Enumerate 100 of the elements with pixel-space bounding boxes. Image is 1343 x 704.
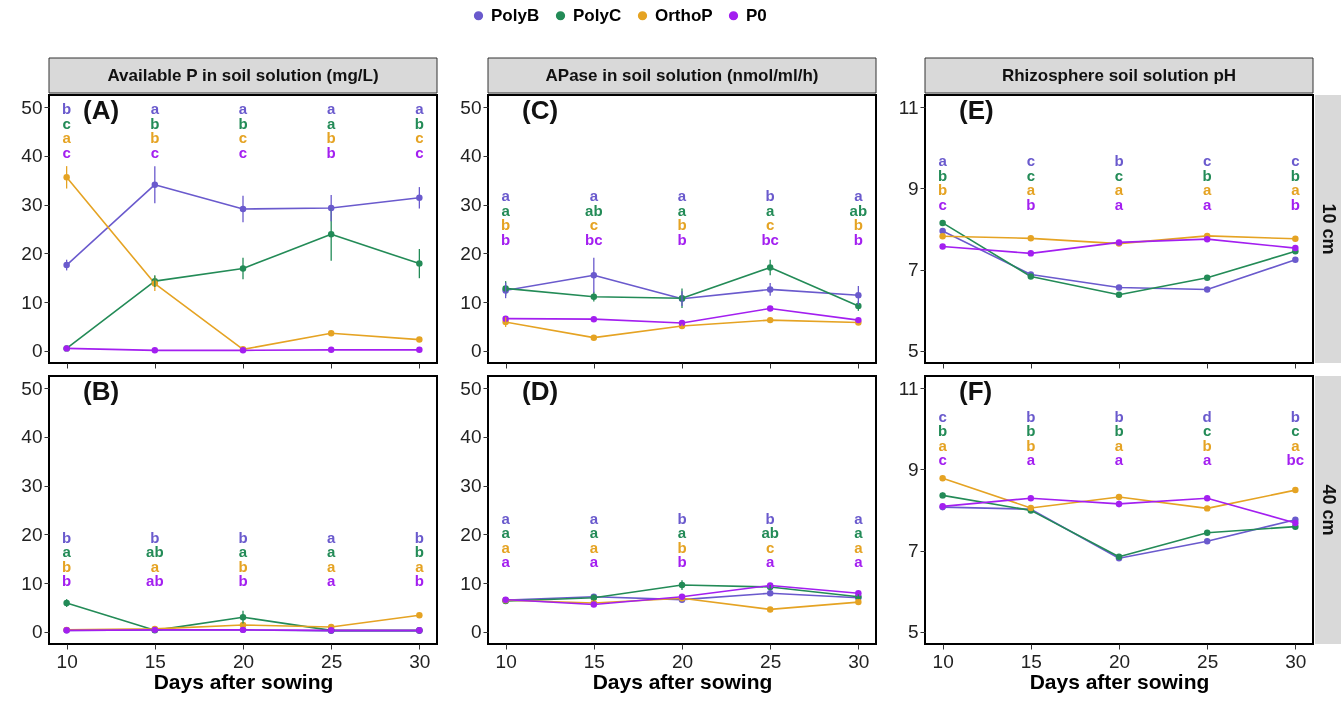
x-tick-label: 10 (56, 650, 78, 672)
annotation: b (414, 572, 424, 590)
y-tick-label: 20 (460, 523, 482, 545)
y-tick-label: 30 (460, 475, 482, 497)
annotation: a (62, 129, 72, 146)
annotation: c (415, 129, 424, 146)
y2-axis-title: 10 cm (1319, 203, 1339, 255)
y-tick-label: 40 (21, 145, 43, 167)
annotation: c (238, 143, 248, 161)
annotation: a (150, 100, 160, 117)
y-tick-label: 50 (21, 96, 43, 118)
x-tick-label: 25 (1197, 650, 1219, 672)
y-tick-label: 0 (31, 340, 43, 362)
annotation: (D) (522, 376, 559, 406)
y-tick-label: 50 (460, 377, 482, 399)
x-tick-label: 25 (760, 650, 782, 672)
x-tick-label: 10 (495, 650, 517, 672)
annotation: b (150, 129, 160, 146)
y-tick-label: 7 (907, 259, 919, 281)
annotation: b (414, 528, 424, 546)
chart-title: APase in soil solution (nmol/ml/h) (545, 66, 819, 85)
annotation: a (1203, 451, 1213, 469)
annotation: a (238, 100, 248, 117)
chart-title: Available P in soil solution (mg/L) (107, 66, 379, 85)
annotation: b (1026, 407, 1036, 425)
x-axis-title: Days after sowing (1029, 669, 1210, 693)
annotation: (F) (959, 376, 993, 406)
y-tick-label: 0 (470, 340, 482, 362)
y2-axis-title: 40 cm (1319, 484, 1339, 536)
annotation: a (589, 509, 599, 527)
annotation: b (1114, 407, 1124, 425)
y-tick-label: 10 (21, 291, 43, 313)
annotation: b (238, 572, 248, 590)
y-tick-label: 10 (21, 572, 43, 594)
x-tick-label: 20 (1108, 650, 1131, 672)
annotation: (C) (522, 95, 559, 125)
annotation: b (1290, 407, 1300, 425)
chart-title: Rhizosphere soil solution pH (1001, 66, 1237, 85)
y-tick-label: 20 (460, 242, 482, 264)
x-tick-label: 15 (583, 650, 605, 672)
y-tick-label: 20 (21, 242, 43, 264)
y-tick-label: 30 (21, 194, 43, 216)
annotation: a (501, 509, 511, 527)
y-tick-label: 30 (21, 475, 43, 497)
annotation: a (589, 553, 599, 571)
y-tick-label: 11 (898, 377, 919, 399)
annotation: (B) (83, 376, 120, 406)
y-tick-label: 30 (460, 194, 482, 216)
annotation: b (238, 114, 248, 132)
annotation: b (238, 528, 248, 546)
x-tick-label: 25 (321, 650, 343, 672)
annotation: a (854, 553, 864, 571)
legend-label: OrthoP (655, 5, 713, 25)
x-tick-label: 20 (232, 650, 255, 672)
y-tick-label: 50 (460, 96, 482, 118)
legend-label: PolyB (491, 5, 540, 25)
annotation: c (415, 143, 424, 161)
annotation: a (854, 509, 864, 527)
x-tick-label: 10 (932, 650, 954, 672)
annotation: a (327, 572, 337, 590)
annotation: (A) (83, 95, 120, 125)
annotation: b (326, 143, 336, 161)
y-tick-label: 40 (460, 145, 482, 167)
y-tick-label: 7 (907, 540, 919, 562)
y-tick-label: 5 (907, 621, 919, 643)
annotation: a (501, 553, 511, 571)
y-tick-label: 0 (470, 621, 482, 643)
annotation: a (1026, 451, 1036, 469)
annotation: a (327, 528, 337, 546)
legend-label: P0 (746, 5, 767, 25)
x-tick-label: 15 (144, 650, 166, 672)
y-tick-label: 0 (31, 621, 43, 643)
annotation: ab (146, 572, 164, 590)
annotation: b (62, 572, 72, 590)
x-tick-label: 30 (409, 650, 431, 672)
annotation: b (414, 114, 424, 132)
x-tick-label: 15 (1020, 650, 1042, 672)
annotation: b (326, 129, 336, 146)
x-tick-label: 30 (848, 650, 870, 672)
annotation: c (238, 129, 248, 146)
annotation: a (327, 114, 337, 132)
x-tick-label: 20 (671, 650, 694, 672)
annotation: (E) (959, 95, 994, 125)
annotation: c (62, 143, 71, 161)
y-tick-label: 5 (907, 340, 919, 362)
annotation: d (1202, 407, 1212, 425)
legend-label: PolyC (573, 5, 622, 25)
x-tick-label: 30 (1285, 650, 1307, 672)
annotation: b (62, 528, 72, 546)
y-tick-label: 9 (907, 458, 919, 480)
y-tick-label: 9 (907, 177, 919, 199)
y-tick-label: 10 (460, 572, 482, 594)
y-tick-label: 50 (21, 377, 43, 399)
annotation: b (62, 100, 72, 117)
y-tick-label: 20 (21, 523, 43, 545)
annotation: bc (1286, 451, 1305, 469)
annotation: c (150, 143, 159, 161)
annotation: a (766, 553, 776, 571)
annotation: a (1114, 451, 1124, 469)
x-axis-title: Days after sowing (153, 669, 334, 693)
